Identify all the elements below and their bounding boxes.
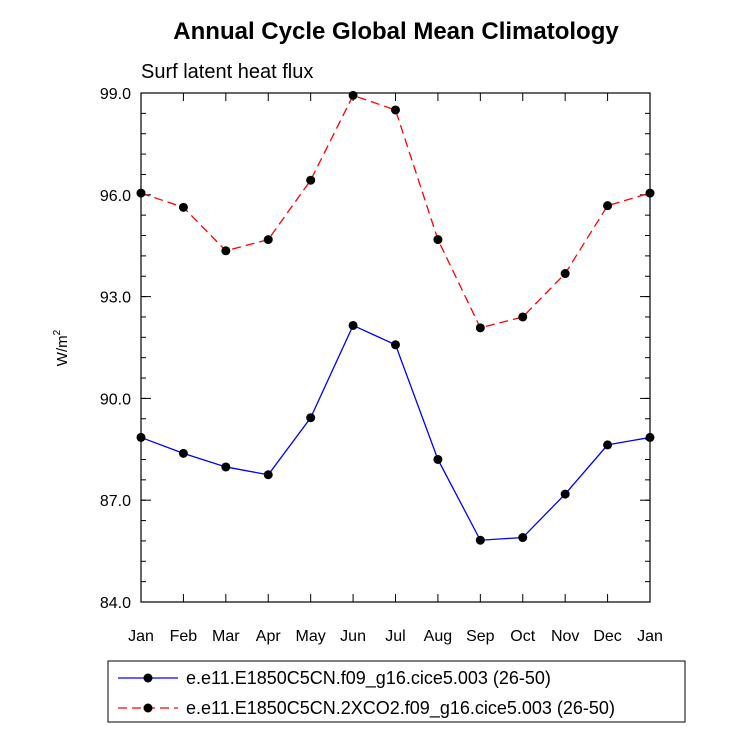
x-tick-label: Jan — [128, 628, 154, 645]
series-1-point — [263, 470, 273, 480]
series-1-point — [603, 440, 613, 450]
y-axis-label-sup: 2 — [52, 329, 63, 335]
legend-label-2: e.e11.E1850C5CN.2XCO2.f09_g16.cice5.003 … — [186, 698, 615, 719]
x-tick-label: Nov — [551, 628, 579, 645]
chart-subtitle: Surf latent heat flux — [141, 61, 313, 83]
series-1-point — [518, 533, 528, 543]
legend-marker-1 — [143, 673, 153, 683]
series-2-point — [603, 201, 613, 211]
x-tick-labels: Jan Feb Mar Apr May Jun Jul Aug Sep Oct Nov Dec Jan — [128, 628, 663, 645]
x-tick-label: Oct — [510, 628, 535, 645]
series-1-point — [560, 489, 570, 499]
series-2-point — [475, 323, 485, 333]
series-line-2 — [140, 94, 651, 329]
series-1-point — [391, 340, 400, 350]
y-tick-label: 84.0 — [100, 595, 131, 612]
y-tick-label: 93.0 — [100, 290, 131, 307]
x-tick-label: Aug — [424, 628, 452, 645]
x-tick-label: Jan — [637, 628, 663, 645]
y-axis-label-base: W/m — [54, 335, 71, 366]
legend: e.e11.E1850C5CN.f09_g16.cice5.003 (26-50… — [107, 660, 686, 723]
series-1-point — [348, 320, 358, 330]
series-1-point — [136, 432, 146, 442]
y-tick-label: 96.0 — [100, 188, 131, 205]
legend-marker-2 — [143, 703, 153, 713]
series-2-point — [645, 188, 655, 198]
series-1-point — [221, 462, 231, 472]
series-2-point — [348, 90, 358, 100]
x-tick-label: Mar — [212, 628, 240, 645]
series-2-point — [518, 312, 528, 322]
y-tick-label: 99.0 — [100, 86, 131, 103]
series-2-point — [136, 188, 146, 198]
series-group — [136, 90, 655, 545]
series-2-point — [263, 235, 273, 245]
series-1-point — [306, 413, 316, 423]
chart-title: Annual Cycle Global Mean Climatology — [173, 18, 619, 45]
series-2-point — [391, 105, 400, 115]
series-line-1 — [140, 324, 651, 541]
series-1-point — [433, 454, 443, 464]
series-2-point — [306, 175, 316, 185]
y-tick-labels: 84.0 87.0 90.0 93.0 96.0 99.0 — [100, 86, 131, 612]
series-2-point — [221, 246, 231, 256]
y-tick-label: 90.0 — [100, 391, 131, 408]
series-1-point — [178, 448, 188, 458]
series-1-point — [645, 432, 655, 442]
x-tick-label: Apr — [256, 628, 282, 645]
series-2-point — [560, 269, 570, 279]
svg-text:W/m2: W/m2 — [52, 329, 71, 366]
series-2-point — [178, 202, 188, 212]
x-tick-label: Jun — [340, 628, 366, 645]
x-tick-label: Dec — [593, 628, 621, 645]
legend-box — [107, 660, 686, 723]
y-tick-label: 87.0 — [100, 493, 131, 510]
x-tick-label: May — [296, 628, 326, 645]
x-tick-label: Jul — [385, 628, 405, 645]
series-1-point — [475, 535, 485, 545]
legend-label-1: e.e11.E1850C5CN.f09_g16.cice5.003 (26-50… — [186, 668, 551, 689]
series-2-point — [433, 235, 443, 245]
x-tick-label: Feb — [170, 628, 198, 645]
x-tick-label: Sep — [466, 628, 495, 645]
y-axis-label: W/m2 — [52, 329, 71, 366]
